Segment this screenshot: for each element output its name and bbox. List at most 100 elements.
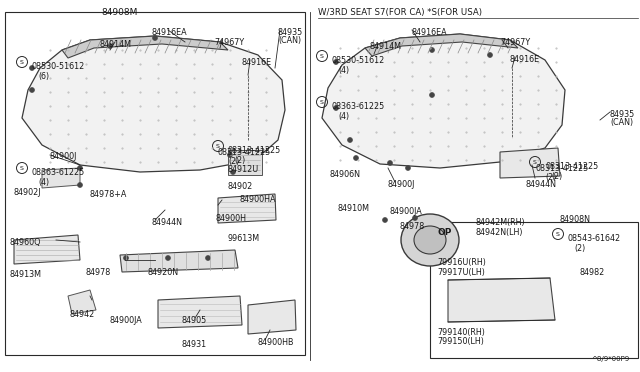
Text: 84920N: 84920N [148,268,179,277]
Text: 08313-41225: 08313-41225 [545,162,598,171]
Circle shape [152,35,157,41]
Text: 08363-61225: 08363-61225 [332,102,385,111]
Circle shape [77,183,83,187]
Text: 84913M: 84913M [10,270,42,279]
Text: 08313-41225: 08313-41225 [535,164,588,173]
Text: 08363-61225: 08363-61225 [32,168,85,177]
Text: 84960Q: 84960Q [10,238,42,247]
Polygon shape [68,290,96,314]
Circle shape [230,170,236,174]
Text: 84944N: 84944N [525,180,556,189]
Text: (CAN): (CAN) [610,118,633,127]
Text: 84902: 84902 [228,182,253,191]
Circle shape [406,166,410,170]
Circle shape [29,65,35,71]
Circle shape [333,106,339,110]
Polygon shape [228,150,262,175]
Polygon shape [500,148,560,178]
Circle shape [429,48,435,52]
Text: 08543-61642: 08543-61642 [568,234,621,243]
Circle shape [348,138,353,142]
Circle shape [387,160,392,166]
Text: 84978+A: 84978+A [90,190,127,199]
Text: (CAN): (CAN) [278,36,301,45]
Text: 84914M: 84914M [100,40,132,49]
Text: S: S [533,160,537,164]
Text: 84900JA: 84900JA [390,207,423,216]
Text: 74967Y: 74967Y [500,38,530,47]
Text: (2): (2) [228,157,239,166]
Polygon shape [14,235,80,264]
Polygon shape [158,296,242,328]
Text: 84900JA: 84900JA [110,316,143,325]
Circle shape [429,93,435,97]
Text: 84944N: 84944N [152,218,183,227]
Text: 79917U(LH): 79917U(LH) [437,268,485,277]
Circle shape [333,60,339,64]
Text: 08530-51612: 08530-51612 [32,62,85,71]
Polygon shape [322,34,565,168]
Text: 08313-41225: 08313-41225 [218,148,271,157]
Circle shape [108,44,113,48]
Ellipse shape [414,226,446,254]
Text: 84912U: 84912U [228,165,259,174]
Polygon shape [62,36,228,58]
Text: 84931: 84931 [182,340,207,349]
Text: 84900HB: 84900HB [258,338,294,347]
Text: ^8/9*00P9: ^8/9*00P9 [592,356,630,362]
Text: (4): (4) [338,66,349,75]
Text: 84942: 84942 [70,310,95,319]
Text: S: S [20,60,24,64]
Bar [430,222,638,358]
Polygon shape [42,168,80,188]
Text: S: S [320,99,324,105]
Text: 84900J: 84900J [388,180,415,189]
Text: (4): (4) [338,112,349,121]
Text: 84910M: 84910M [338,204,370,213]
Text: (2): (2) [574,244,585,253]
Text: 84942N(LH): 84942N(LH) [476,228,524,237]
Text: 08530-51612: 08530-51612 [332,56,385,65]
Text: (2): (2) [545,173,556,182]
Text: 84978: 84978 [400,222,425,231]
Text: 84916E: 84916E [510,55,540,64]
Text: (4): (4) [38,178,49,187]
Text: S: S [20,166,24,170]
Text: (2): (2) [234,156,245,165]
Text: 84900HA: 84900HA [240,195,276,204]
Text: 84916EA: 84916EA [152,28,188,37]
Text: 84935: 84935 [278,28,303,37]
Polygon shape [248,300,296,334]
Polygon shape [218,194,276,223]
Text: 84914M: 84914M [370,42,402,51]
Bar [5,12,305,355]
Text: 84916EA: 84916EA [412,28,447,37]
Text: S: S [556,231,560,237]
Text: W/3RD SEAT S7(FOR CA) *S(FOR USA): W/3RD SEAT S7(FOR CA) *S(FOR USA) [318,8,482,17]
Text: 84908M: 84908M [102,8,138,17]
Text: 08313-41225: 08313-41225 [228,146,281,155]
Circle shape [124,256,129,260]
Circle shape [383,218,387,222]
Text: 84942M(RH): 84942M(RH) [476,218,525,227]
Circle shape [29,87,35,93]
Polygon shape [120,250,238,272]
Text: 84906N: 84906N [330,170,361,179]
Text: (6): (6) [38,72,49,81]
Circle shape [413,215,417,221]
Text: 79916U(RH): 79916U(RH) [437,258,486,267]
Text: 799140(RH): 799140(RH) [437,328,485,337]
Circle shape [77,166,83,170]
Text: 84900J: 84900J [50,152,77,161]
Ellipse shape [401,214,459,266]
Text: 84900H: 84900H [216,214,247,223]
Text: (2): (2) [551,172,563,181]
Text: 84978: 84978 [86,268,111,277]
Text: 84982: 84982 [580,268,605,277]
Polygon shape [365,34,518,56]
Text: OP: OP [437,228,451,237]
Polygon shape [22,36,285,172]
Text: S: S [216,144,220,148]
Text: 74967Y: 74967Y [214,38,244,47]
Polygon shape [448,278,555,322]
